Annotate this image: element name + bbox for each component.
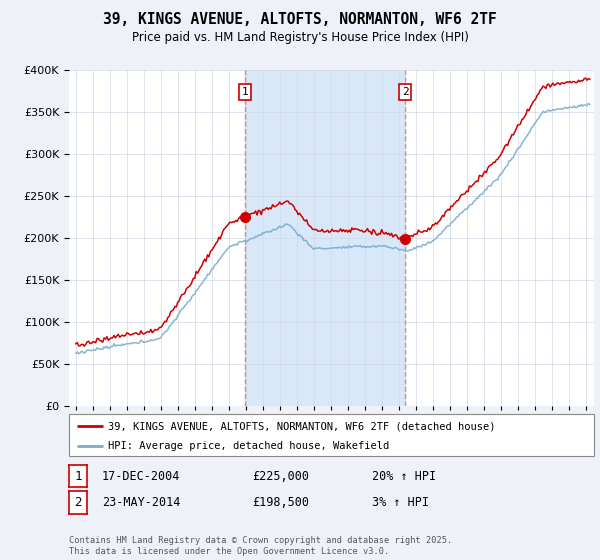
Text: 2: 2: [74, 496, 82, 509]
Text: 1: 1: [74, 469, 82, 483]
Text: 1: 1: [242, 87, 248, 97]
Bar: [245, 70, 405, 406]
Text: 39, KINGS AVENUE, ALTOFTS, NORMANTON, WF6 2TF (detached house): 39, KINGS AVENUE, ALTOFTS, NORMANTON, WF…: [109, 421, 496, 431]
Text: Price paid vs. HM Land Registry's House Price Index (HPI): Price paid vs. HM Land Registry's House …: [131, 31, 469, 44]
Text: 3% ↑ HPI: 3% ↑ HPI: [372, 496, 429, 509]
Text: 23-MAY-2014: 23-MAY-2014: [102, 496, 181, 509]
Text: 20% ↑ HPI: 20% ↑ HPI: [372, 469, 436, 483]
Text: £225,000: £225,000: [252, 469, 309, 483]
Text: 2: 2: [401, 87, 409, 97]
Text: £198,500: £198,500: [252, 496, 309, 509]
Text: 17-DEC-2004: 17-DEC-2004: [102, 469, 181, 483]
Text: HPI: Average price, detached house, Wakefield: HPI: Average price, detached house, Wake…: [109, 441, 389, 451]
FancyBboxPatch shape: [69, 414, 594, 456]
Text: Contains HM Land Registry data © Crown copyright and database right 2025.
This d: Contains HM Land Registry data © Crown c…: [69, 536, 452, 556]
Text: 39, KINGS AVENUE, ALTOFTS, NORMANTON, WF6 2TF: 39, KINGS AVENUE, ALTOFTS, NORMANTON, WF…: [103, 12, 497, 27]
